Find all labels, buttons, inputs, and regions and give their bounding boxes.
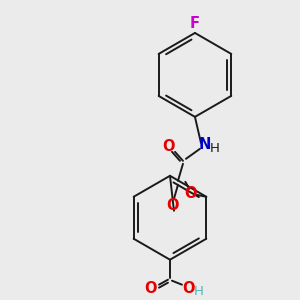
Text: O: O [163, 139, 175, 154]
Text: O: O [183, 281, 195, 296]
Text: O: O [145, 281, 157, 296]
Text: F: F [190, 16, 200, 32]
Text: O: O [167, 198, 179, 213]
Text: N: N [199, 137, 211, 152]
Text: H: H [194, 285, 204, 298]
Text: H: H [210, 142, 220, 155]
Text: O: O [184, 186, 196, 201]
